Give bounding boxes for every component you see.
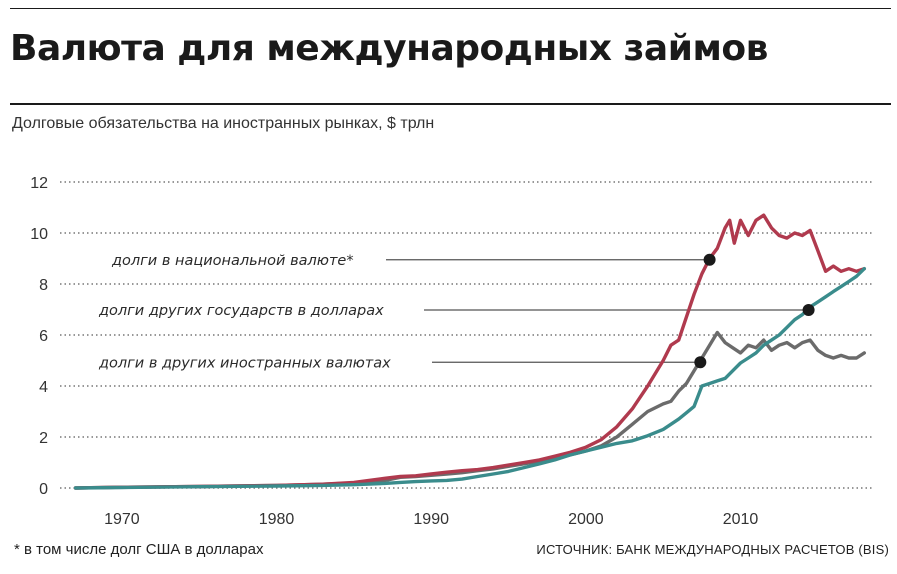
x-tick-label: 2010 bbox=[723, 511, 759, 528]
annotation-label-domestic: долги в национальной валюте* bbox=[111, 253, 354, 269]
annotation-dots bbox=[694, 253, 815, 369]
x-axis-ticks: 1970 1980 1990 2000 2010 bbox=[104, 511, 758, 528]
x-tick-label: 1990 bbox=[413, 511, 449, 528]
annotation-labels: долги в национальной валюте* долги других… bbox=[98, 253, 391, 372]
annotation-label-dollar: долги других государств в долларах bbox=[98, 303, 384, 319]
chart-subtitle: Долговые обязательства на иностранных ры… bbox=[12, 115, 435, 132]
annotation-leaders bbox=[386, 259, 809, 363]
footnote: * в том числе долг США в долларах bbox=[14, 541, 264, 558]
top-rule bbox=[10, 8, 891, 9]
x-tick-label: 2000 bbox=[568, 511, 604, 528]
x-tick-label: 1980 bbox=[259, 511, 295, 528]
y-tick-label: 8 bbox=[39, 277, 48, 294]
y-tick-label: 12 bbox=[30, 175, 48, 192]
x-tick-label: 1970 bbox=[104, 511, 140, 528]
y-tick-label: 0 bbox=[39, 481, 48, 498]
series-line-domestic bbox=[73, 213, 866, 490]
y-tick-label: 10 bbox=[30, 226, 48, 243]
annotation-dot-foreign bbox=[694, 356, 707, 369]
y-tick-label: 4 bbox=[39, 379, 48, 396]
y-tick-label: 2 bbox=[39, 430, 48, 447]
title-rule bbox=[10, 103, 891, 105]
source-note: ИСТОЧНИК: БАНК МЕЖДУНАРОДНЫХ РАСЧЕТОВ (B… bbox=[536, 542, 889, 557]
y-tick-label: 6 bbox=[39, 328, 48, 345]
series-lines bbox=[73, 213, 866, 490]
annotation-dot-dollar bbox=[802, 304, 815, 317]
grid-lines bbox=[60, 181, 872, 489]
chart-title: Валюта для международных займов bbox=[10, 28, 768, 69]
annotation-label-foreign: долги в других иностранных валютах bbox=[98, 355, 391, 371]
annotation-dot-domestic bbox=[703, 253, 716, 266]
series-line-dollar bbox=[73, 267, 866, 490]
y-axis-ticks: 0 2 4 6 8 10 12 bbox=[30, 175, 48, 498]
